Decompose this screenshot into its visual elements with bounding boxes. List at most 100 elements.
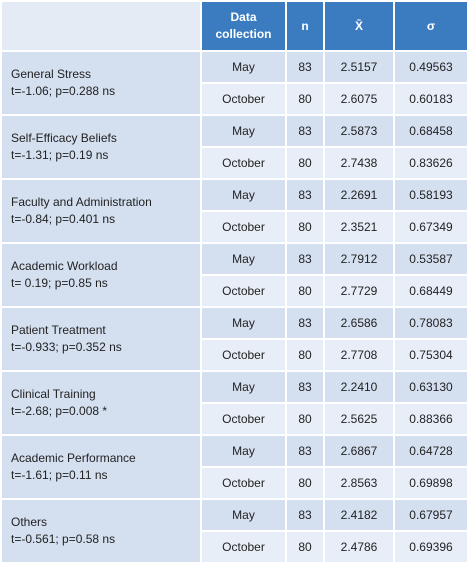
cell: 0.67957 bbox=[393, 498, 467, 532]
blank-header bbox=[0, 0, 202, 52]
cell: May bbox=[200, 434, 287, 468]
cell: 80 bbox=[285, 210, 325, 244]
group-name: General Stress bbox=[11, 67, 92, 81]
cell: 0.78083 bbox=[393, 306, 467, 340]
cell: 0.69898 bbox=[393, 466, 467, 500]
table-row: Faculty and Administration t=-0.84; p=0.4… bbox=[0, 178, 467, 244]
cell: 83 bbox=[285, 434, 325, 468]
cell: 0.49563 bbox=[393, 50, 467, 84]
cell: 83 bbox=[285, 114, 325, 148]
cell: 80 bbox=[285, 466, 325, 500]
table-row: Academic Performance t=-1.61; p=0.11 ns Ma… bbox=[0, 434, 467, 500]
cell: 0.75304 bbox=[393, 338, 467, 372]
cell: 83 bbox=[285, 498, 325, 532]
cell: 80 bbox=[285, 146, 325, 180]
group-stat: t=-2.68; p=0.008 * bbox=[11, 404, 108, 418]
cell: May bbox=[200, 370, 287, 404]
cell: 0.53587 bbox=[393, 242, 467, 276]
group-stat: t=-1.61; p=0.11 ns bbox=[11, 468, 108, 482]
cell: 2.6586 bbox=[323, 306, 395, 340]
data-table: Data collection n X̄ σ General Stress t=-1.0… bbox=[0, 0, 467, 564]
table-row: Patient Treatment t=-0.933; p=0.352 ns May… bbox=[0, 306, 467, 372]
table-row: October 80 2.8563 0.69898 bbox=[1, 466, 467, 500]
cell: 2.7708 bbox=[323, 338, 395, 372]
group-stat: t= 0.19; p=0.85 ns bbox=[11, 276, 108, 290]
group-label: Academic Performance t=-1.61; p=0.11 ns bbox=[0, 434, 202, 500]
cell: 0.69396 bbox=[393, 530, 467, 564]
cell: 80 bbox=[285, 338, 325, 372]
group-label: Academic Workload t= 0.19; p=0.85 ns bbox=[0, 242, 202, 308]
table-row: Self-Efficacy Beliefs t=-1.31; p=0.19 ns M… bbox=[0, 114, 467, 180]
group-label: Self-Efficacy Beliefs t=-1.31; p=0.19 ns bbox=[0, 114, 202, 180]
group-stat: t=-1.31; p=0.19 ns bbox=[11, 148, 109, 162]
table-row: October 80 2.6075 0.60183 bbox=[1, 82, 467, 116]
cell: 2.7438 bbox=[323, 146, 395, 180]
cell: 0.88366 bbox=[393, 402, 467, 436]
cell: 0.67349 bbox=[393, 210, 467, 244]
cell: 0.63130 bbox=[393, 370, 467, 404]
group-name: Others bbox=[11, 515, 48, 529]
table-row: October 80 2.7708 0.75304 bbox=[1, 338, 467, 372]
group-name: Patient Treatment bbox=[11, 323, 106, 337]
cell: 0.60183 bbox=[393, 82, 467, 116]
group-label: Faculty and Administration t=-0.84; p=0.4… bbox=[0, 178, 202, 244]
cell: 2.6075 bbox=[323, 82, 395, 116]
table-body: General Stress t=-1.06; p=0.288 ns May 83 2.… bbox=[0, 50, 467, 564]
table-row: General Stress t=-1.06; p=0.288 ns May 83 2.… bbox=[0, 50, 467, 116]
table-row: October 80 2.4786 0.69396 bbox=[1, 530, 467, 564]
cell: 2.3521 bbox=[323, 210, 395, 244]
cell: 2.5157 bbox=[323, 50, 395, 84]
cell: 80 bbox=[285, 274, 325, 308]
table-row: October 80 2.3521 0.67349 bbox=[1, 210, 467, 244]
column-header: n bbox=[285, 0, 325, 52]
cell: 2.2691 bbox=[323, 178, 395, 212]
table-row: Others t=-0.561; p=0.58 ns May 83 2.4182 0.67… bbox=[0, 498, 467, 564]
cell: 0.68458 bbox=[393, 114, 467, 148]
header-row: Data collection n X̄ σ bbox=[0, 0, 467, 52]
group-name: Self-Efficacy Beliefs bbox=[11, 131, 117, 145]
group-label: General Stress t=-1.06; p=0.288 ns bbox=[0, 50, 202, 116]
group-label: Patient Treatment t=-0.933; p=0.352 ns bbox=[0, 306, 202, 372]
cell: 83 bbox=[285, 50, 325, 84]
cell: 0.83626 bbox=[393, 146, 467, 180]
cell: October bbox=[200, 338, 287, 372]
table-row: October 80 2.7438 0.83626 bbox=[1, 146, 467, 180]
cell: October bbox=[200, 466, 287, 500]
table-row: Academic Workload t= 0.19; p=0.85 ns May 83… bbox=[0, 242, 467, 308]
table-row: October 80 2.7729 0.68449 bbox=[1, 274, 467, 308]
cell: 83 bbox=[285, 370, 325, 404]
group-name: Academic Workload bbox=[11, 259, 118, 273]
cell: 2.6867 bbox=[323, 434, 395, 468]
group-name: Clinical Training bbox=[11, 387, 96, 401]
cell: October bbox=[200, 82, 287, 116]
table-row: Clinical Training t=-2.68; p=0.008 * May 83… bbox=[0, 370, 467, 436]
cell: 2.5873 bbox=[323, 114, 395, 148]
cell: 0.68449 bbox=[393, 274, 467, 308]
cell: 2.7912 bbox=[323, 242, 395, 276]
group-stat: t=-1.06; p=0.288 ns bbox=[11, 84, 116, 98]
cell: 80 bbox=[285, 82, 325, 116]
cell: 2.8563 bbox=[323, 466, 395, 500]
cell: October bbox=[200, 530, 287, 564]
cell: October bbox=[200, 210, 287, 244]
cell: 83 bbox=[285, 306, 325, 340]
cell: May bbox=[200, 498, 287, 532]
column-header: X̄ bbox=[323, 0, 395, 52]
cell: May bbox=[200, 178, 287, 212]
cell: October bbox=[200, 146, 287, 180]
cell: May bbox=[200, 114, 287, 148]
cell: October bbox=[200, 402, 287, 436]
cell: October bbox=[200, 274, 287, 308]
column-header: σ bbox=[393, 0, 467, 52]
cell: 2.4182 bbox=[323, 498, 395, 532]
cell: 80 bbox=[285, 530, 325, 564]
group-label: Clinical Training t=-2.68; p=0.008 * bbox=[0, 370, 202, 436]
column-header: Data collection bbox=[200, 0, 287, 52]
group-stat: t=-0.933; p=0.352 ns bbox=[11, 340, 122, 354]
group-stat: t=-0.561; p=0.58 ns bbox=[11, 532, 116, 546]
table-row: October 80 2.5625 0.88366 bbox=[1, 402, 467, 436]
cell: May bbox=[200, 50, 287, 84]
cell: 83 bbox=[285, 242, 325, 276]
cell: 0.64728 bbox=[393, 434, 467, 468]
group-label: Others t=-0.561; p=0.58 ns bbox=[0, 498, 202, 564]
